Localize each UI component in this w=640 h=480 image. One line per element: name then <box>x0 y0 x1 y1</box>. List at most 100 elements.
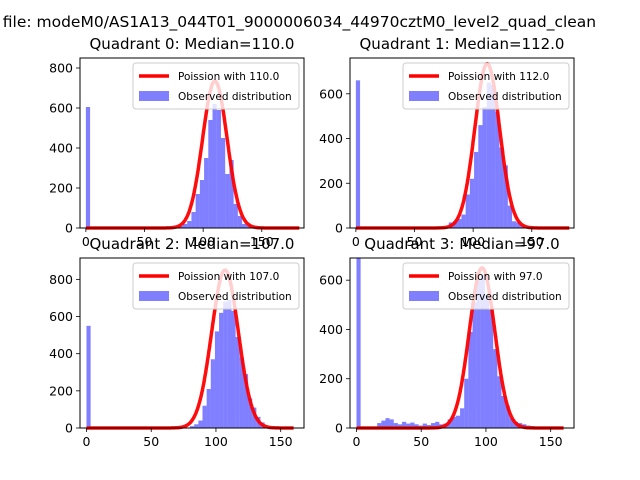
legend-bar-label: Observed distribution <box>178 91 292 103</box>
x-tick-label: 100 <box>191 234 215 249</box>
histogram-bar <box>464 378 469 428</box>
histogram-bar <box>482 107 487 228</box>
y-tick-label: 600 <box>319 86 343 101</box>
y-tick-label: 400 <box>49 346 73 361</box>
y-tick-label: 0 <box>335 421 343 436</box>
x-tick-label: 100 <box>461 234 485 249</box>
histogram-bar <box>182 224 188 228</box>
y-tick-label: 0 <box>335 221 343 236</box>
histogram-bar <box>512 221 517 228</box>
legend-bar-label: Observed distribution <box>178 291 292 303</box>
histogram-bar <box>505 405 510 428</box>
histogram-bar <box>377 423 382 428</box>
y-tick-label: 0 <box>65 421 73 436</box>
legend-bar-swatch <box>409 91 439 101</box>
legend-line-label: Poission with 110.0 <box>178 71 279 83</box>
histogram-bar <box>208 120 213 228</box>
histogram-bar <box>212 104 217 228</box>
legend: Poission with 112.0 Observed distribution <box>402 62 570 110</box>
y-tick-label: 800 <box>49 272 73 287</box>
histogram-bar <box>397 424 403 428</box>
x-tick-label: 150 <box>250 234 274 249</box>
histogram-bar <box>468 331 473 428</box>
axes-frame <box>349 257 575 429</box>
histogram-bar <box>235 336 240 428</box>
histogram-bar <box>497 376 502 428</box>
y-tick-label: 0 <box>65 221 73 236</box>
subplot-quadrant-0: 0 50 100 150 0 200 400 600 800 Poission with 110.… <box>49 57 305 249</box>
legend: Poission with 107.0 Observed distribution <box>132 262 300 310</box>
x-tick-label: 0 <box>82 234 90 249</box>
x-tick-label: 0 <box>352 234 360 249</box>
legend-frame <box>132 262 300 310</box>
histogram-bar <box>486 82 491 229</box>
histogram-bar <box>86 325 91 428</box>
axes-frame <box>79 257 305 429</box>
histogram-bar <box>495 111 500 228</box>
histogram-bar <box>225 174 230 228</box>
histogram-bar <box>202 405 207 428</box>
x-tick-label: 50 <box>143 434 159 449</box>
histogram-bar <box>385 418 390 428</box>
subplot-title: Quadrant 1: Median=112.0 <box>360 35 565 53</box>
legend-bar-swatch <box>139 291 169 301</box>
histogram-bar <box>509 418 514 428</box>
histogram-bar <box>229 160 234 228</box>
histogram-bar <box>204 158 209 228</box>
histogram-bar <box>194 424 199 428</box>
subplot-title: Quadrant 3: Median=97.0 <box>364 235 559 253</box>
legend-frame <box>132 62 300 110</box>
histogram-bar <box>219 312 224 428</box>
legend-line-label: Poission with 107.0 <box>178 271 279 283</box>
histogram-bar <box>199 180 205 228</box>
histogram-bar <box>178 226 183 228</box>
histogram-bar <box>243 374 249 428</box>
histogram-bar <box>233 204 238 228</box>
histogram-bar <box>490 84 496 228</box>
y-tick-label: 800 <box>49 61 73 76</box>
histogram-bar <box>252 407 257 428</box>
histogram-bar <box>457 219 462 228</box>
histogram-bar <box>493 349 498 428</box>
x-tick-label: 150 <box>269 434 293 449</box>
histogram-bar <box>214 331 220 428</box>
x-tick-label: 100 <box>474 434 498 449</box>
histogram-bar <box>476 280 481 428</box>
histogram-bar <box>242 224 247 228</box>
legend: Poission with 110.0 Observed distribution <box>132 62 300 110</box>
histogram-bar <box>410 422 415 428</box>
axes-frame <box>349 57 575 229</box>
y-tick-label: 600 <box>49 309 73 324</box>
y-tick-label: 400 <box>319 131 343 146</box>
y-tick-label: 400 <box>49 141 73 156</box>
histogram-bar <box>507 205 513 228</box>
subplot-quadrant-2: 0 50 100 150 0 200 400 600 800 Poission with 107.… <box>49 257 305 449</box>
y-tick-label: 200 <box>49 383 73 398</box>
histogram-bar <box>223 301 228 428</box>
histogram-bar <box>216 110 221 228</box>
histogram-bar <box>239 357 244 428</box>
histogram-bar <box>484 294 490 428</box>
x-tick-label: 100 <box>204 434 228 449</box>
x-tick-label: 0 <box>82 434 90 449</box>
y-tick-label: 600 <box>49 101 73 116</box>
histogram-bar <box>389 419 394 428</box>
histogram-bar <box>455 415 461 428</box>
histogram-bar <box>501 395 506 428</box>
histogram-bar <box>381 420 386 428</box>
histogram-bar <box>499 147 504 228</box>
legend-bar-swatch <box>409 291 439 301</box>
histogram-bar <box>503 165 508 228</box>
histogram-bar <box>402 421 407 428</box>
legend-line-label: Poission with 112.0 <box>448 71 549 83</box>
histogram-bar <box>195 194 200 228</box>
x-tick-label: 0 <box>352 434 360 449</box>
legend-bar-swatch <box>139 91 169 101</box>
histogram-bar <box>406 423 411 428</box>
histogram-bar <box>489 309 494 428</box>
histogram-bar <box>461 214 466 228</box>
histogram-bar <box>431 423 436 428</box>
histogram-bar <box>480 275 485 428</box>
legend-bar-label: Observed distribution <box>448 291 562 303</box>
